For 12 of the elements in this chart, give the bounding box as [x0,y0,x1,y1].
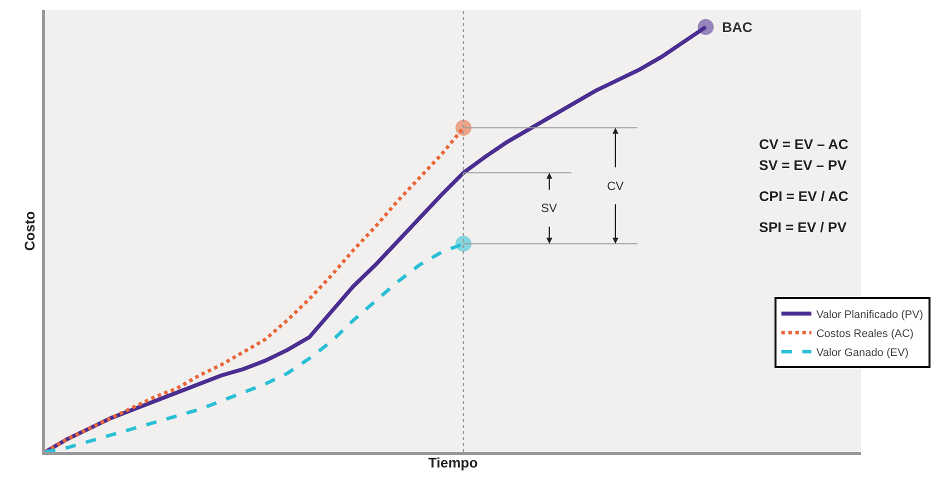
x-axis-title: Tiempo [428,454,478,470]
annotation: SV [541,201,558,215]
annotation: CV [607,179,624,193]
y-axis-title: Costo [22,211,38,251]
legend-label: Costos Reales (AC) [816,328,914,340]
legend-label: Valor Ganado (EV) [816,346,908,359]
text: CPI = EV / AC [759,188,848,204]
text: CV = EV – AC [759,136,848,152]
text: SV = EV – PV [759,157,848,173]
text: BAC [722,19,752,35]
legend-label: Valor Planificado (PV) [816,308,924,321]
text: SPI = EV / PV [759,219,848,235]
